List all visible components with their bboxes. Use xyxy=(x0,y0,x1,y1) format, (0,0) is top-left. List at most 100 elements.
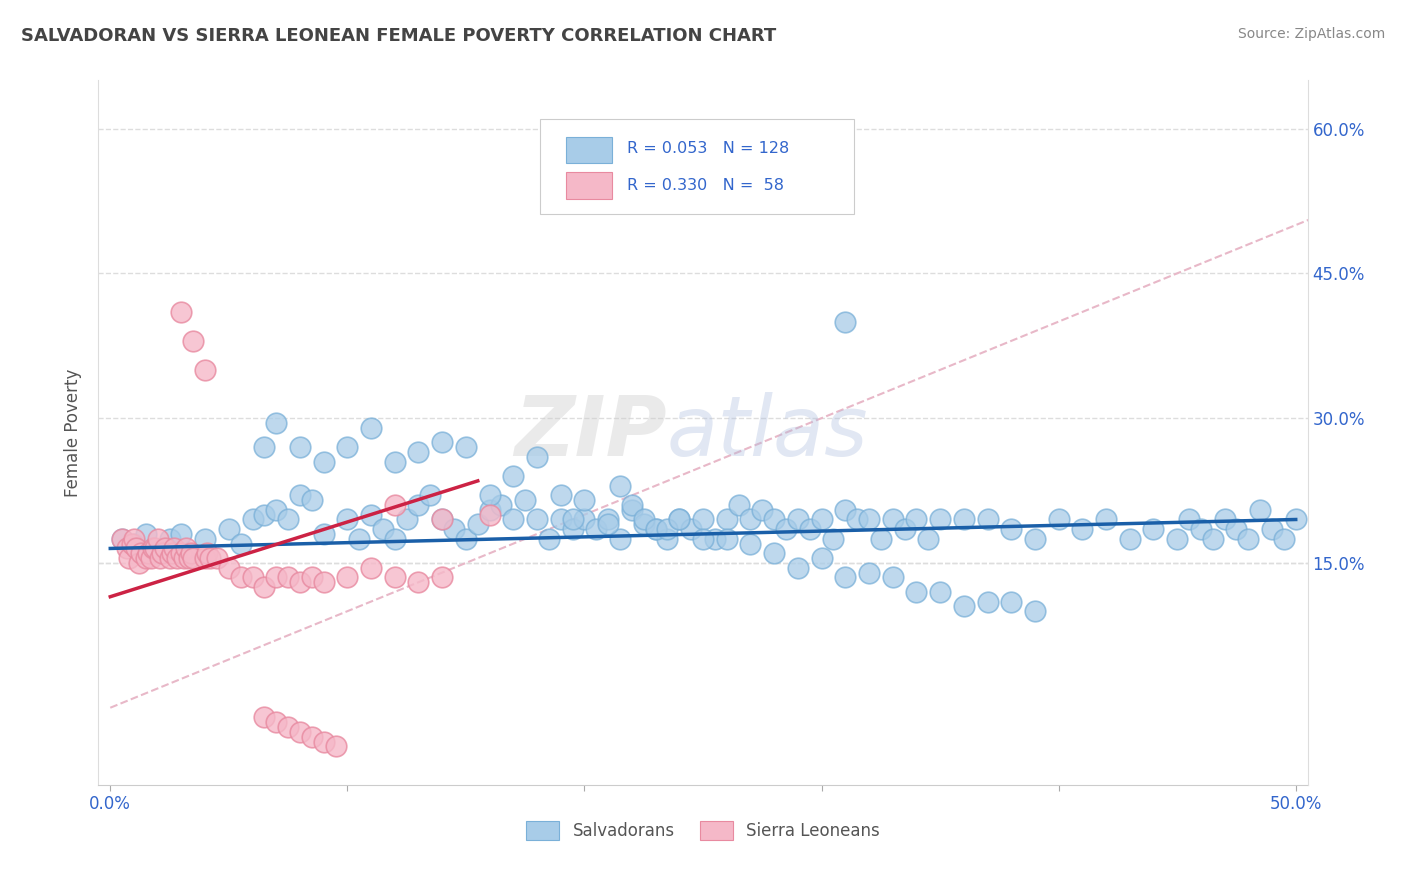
Point xyxy=(229,536,252,550)
Point xyxy=(125,541,148,556)
Point xyxy=(893,522,915,536)
Point xyxy=(218,561,240,575)
FancyBboxPatch shape xyxy=(567,172,613,199)
Point xyxy=(264,503,287,517)
Point xyxy=(1178,512,1201,526)
Point xyxy=(716,532,738,546)
Point xyxy=(526,512,548,526)
Point xyxy=(347,532,370,546)
Point xyxy=(159,532,181,546)
Point xyxy=(1142,522,1164,536)
Point xyxy=(360,561,382,575)
Point xyxy=(633,517,655,532)
Point xyxy=(1024,604,1046,618)
Point xyxy=(146,546,169,560)
Point xyxy=(264,416,287,430)
Point xyxy=(526,450,548,464)
Y-axis label: Female Poverty: Female Poverty xyxy=(65,368,83,497)
Point xyxy=(253,710,276,724)
Point xyxy=(751,503,773,517)
Point xyxy=(180,546,202,560)
Point xyxy=(142,541,165,556)
Point xyxy=(301,493,323,508)
Point xyxy=(1249,503,1271,517)
Point xyxy=(846,512,869,526)
Point xyxy=(574,493,596,508)
Point xyxy=(1000,522,1022,536)
Point xyxy=(834,315,856,329)
Point xyxy=(478,488,501,502)
Point xyxy=(129,546,152,560)
Point xyxy=(336,440,359,454)
Point xyxy=(432,435,454,450)
Point xyxy=(277,720,299,734)
Point xyxy=(1095,512,1118,526)
Point xyxy=(149,551,172,566)
Point xyxy=(740,512,762,526)
Point xyxy=(443,522,465,536)
Point xyxy=(952,599,974,614)
Point xyxy=(360,421,382,435)
Point xyxy=(929,585,952,599)
Point xyxy=(644,522,666,536)
Point xyxy=(1166,532,1188,546)
Point xyxy=(929,512,952,526)
Point xyxy=(198,551,221,566)
Point xyxy=(976,512,998,526)
Point xyxy=(301,570,323,584)
Text: Source: ZipAtlas.com: Source: ZipAtlas.com xyxy=(1237,27,1385,41)
Point xyxy=(668,512,690,526)
Point xyxy=(1189,522,1212,536)
Point xyxy=(598,512,620,526)
Point xyxy=(160,546,183,560)
Point xyxy=(170,305,193,319)
Point xyxy=(620,498,643,512)
Point xyxy=(146,532,169,546)
Point xyxy=(620,503,643,517)
Point xyxy=(205,551,228,566)
Point xyxy=(139,551,162,566)
Point xyxy=(609,532,631,546)
Point xyxy=(121,536,143,550)
Point xyxy=(585,522,607,536)
Point xyxy=(170,546,193,560)
Point xyxy=(143,541,166,556)
Point xyxy=(834,570,856,584)
Point xyxy=(834,503,856,517)
Point xyxy=(1272,532,1295,546)
Point xyxy=(740,536,762,550)
Point xyxy=(408,445,430,459)
Point xyxy=(111,532,134,546)
Text: atlas: atlas xyxy=(666,392,869,473)
Point xyxy=(692,532,714,546)
Point xyxy=(277,570,299,584)
Point xyxy=(1119,532,1142,546)
Point xyxy=(668,512,690,526)
FancyBboxPatch shape xyxy=(540,119,855,214)
Point xyxy=(799,189,821,203)
Point xyxy=(229,570,252,584)
Point xyxy=(384,532,406,546)
Text: ZIP: ZIP xyxy=(515,392,666,473)
Point xyxy=(550,488,572,502)
Point xyxy=(181,551,204,566)
Point xyxy=(135,551,157,566)
Point xyxy=(153,541,176,556)
Point xyxy=(197,546,219,560)
Point xyxy=(170,527,193,541)
Point xyxy=(763,546,786,560)
Text: R = 0.053   N = 128: R = 0.053 N = 128 xyxy=(627,141,789,156)
Point xyxy=(432,512,454,526)
Point xyxy=(312,527,335,541)
Point xyxy=(1071,522,1094,536)
Point xyxy=(336,570,359,584)
Point xyxy=(264,570,287,584)
Point xyxy=(692,512,714,526)
Point xyxy=(869,532,891,546)
Point xyxy=(644,522,666,536)
Point xyxy=(478,503,501,517)
Point xyxy=(432,512,454,526)
Point xyxy=(810,512,832,526)
Point xyxy=(159,551,181,566)
Point xyxy=(384,570,406,584)
